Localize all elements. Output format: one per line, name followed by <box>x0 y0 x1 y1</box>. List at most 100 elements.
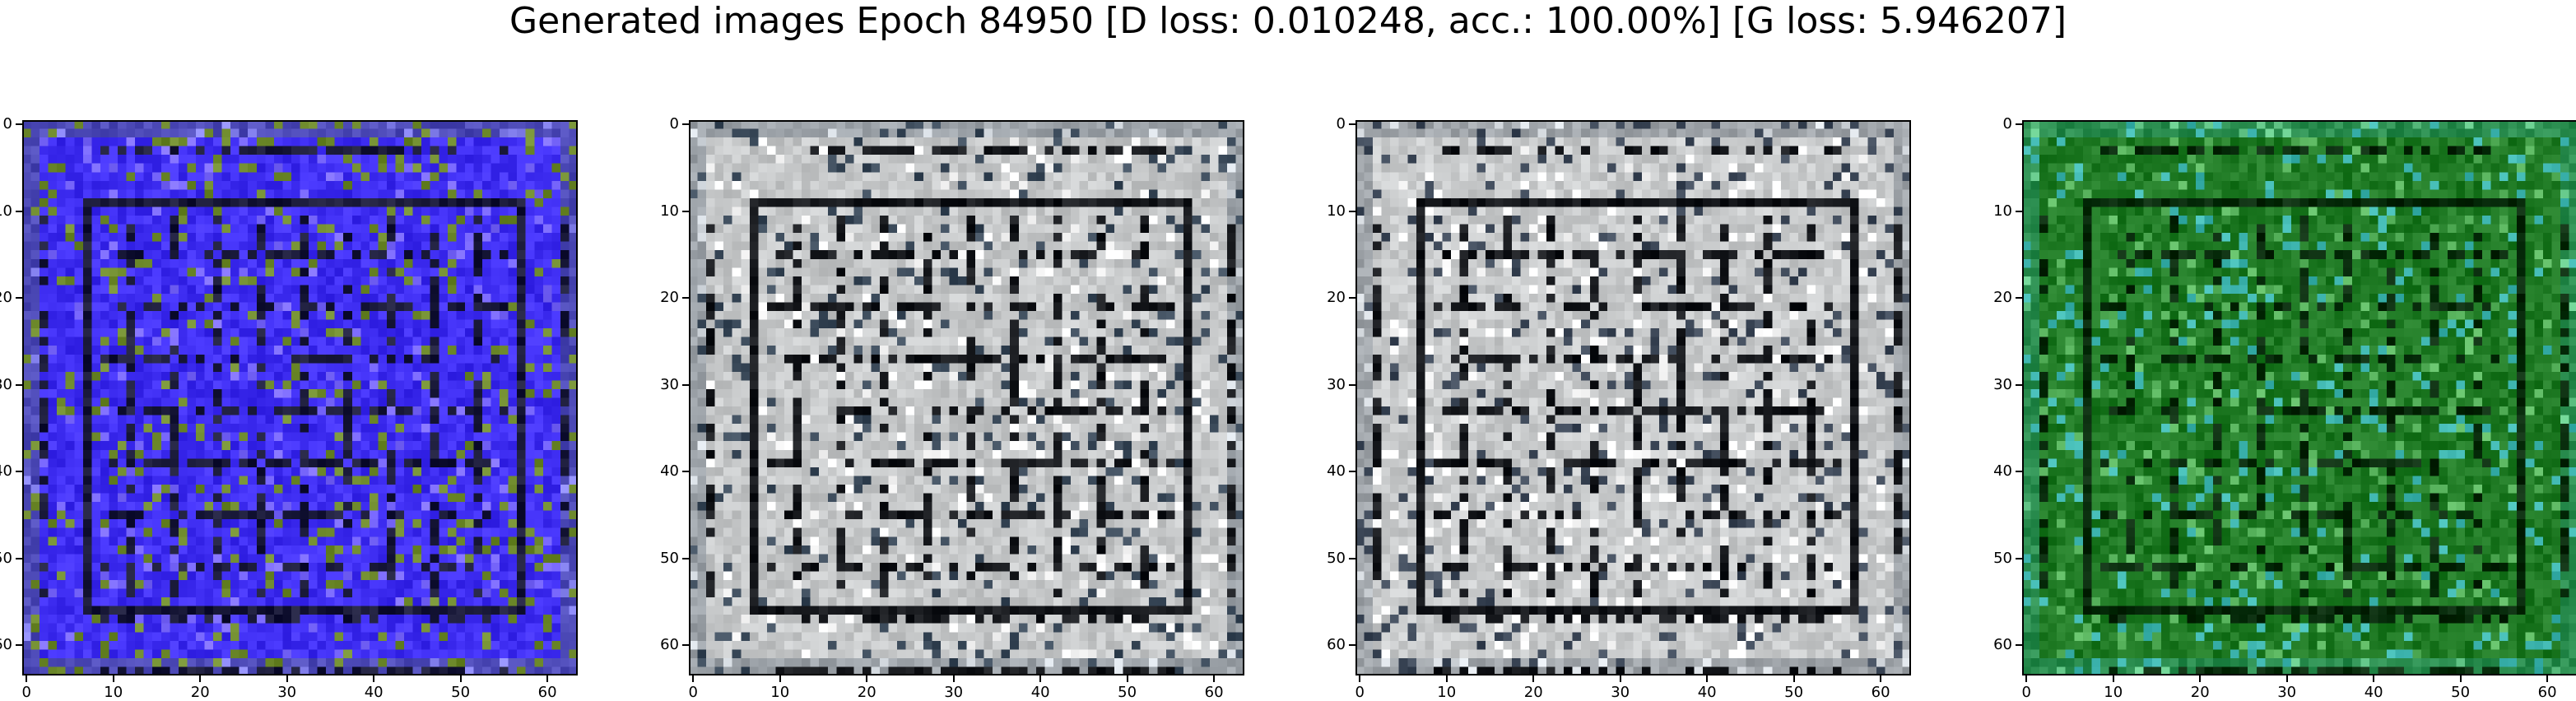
x-tick-label: 50 <box>1118 684 1137 701</box>
x-tick-label: 60 <box>1871 684 1890 701</box>
generated-image-4-pixels <box>2022 120 2576 675</box>
y-tick-label: 20 <box>0 289 12 307</box>
x-tick-label: 30 <box>2277 684 2297 701</box>
x-tick-mark <box>1039 675 1042 682</box>
x-tick-label: 10 <box>2104 684 2123 701</box>
x-tick-label: 40 <box>1697 684 1717 701</box>
x-tick-label: 60 <box>2537 684 2557 701</box>
generated-image-2: 0 0 10 10 20 20 30 30 40 40 50 50 60 60 <box>660 117 1244 700</box>
x-tick-label: 20 <box>857 684 876 701</box>
y-tick-mark <box>16 210 22 212</box>
y-tick-label: 0 <box>669 115 679 133</box>
x-tick-label: 20 <box>190 684 210 701</box>
x-tick-label: 0 <box>2021 684 2031 701</box>
y-tick-label: 60 <box>660 636 679 654</box>
x-tick-mark <box>26 675 28 682</box>
figure-title: Generated images Epoch 84950 [D loss: 0.… <box>509 0 2067 42</box>
y-tick-mark <box>16 297 22 299</box>
y-tick-label: 50 <box>1993 549 2012 567</box>
y-tick-label: 0 <box>2 115 12 133</box>
x-tick-label: 60 <box>537 684 557 701</box>
y-tick-mark <box>16 471 22 473</box>
y-tick-mark <box>1349 123 1355 126</box>
x-tick-mark <box>2285 675 2288 682</box>
x-tick-label: 0 <box>21 684 31 701</box>
y-tick-label: 10 <box>0 202 12 220</box>
x-tick-mark <box>373 675 375 682</box>
x-tick-mark <box>2546 675 2549 682</box>
y-tick-label: 60 <box>0 636 12 654</box>
x-tick-label: 30 <box>1611 684 1630 701</box>
x-tick-mark <box>199 675 202 682</box>
x-tick-mark <box>1359 675 1361 682</box>
x-tick-mark <box>1445 675 1448 682</box>
y-tick-mark <box>682 471 689 473</box>
y-tick-mark <box>682 557 689 559</box>
y-tick-label: 40 <box>1327 462 1346 480</box>
generated-image-2-pixels <box>689 120 1244 675</box>
y-tick-mark <box>2016 557 2022 559</box>
generated-image-3-pixels <box>1355 120 1911 675</box>
y-tick-mark <box>682 383 689 386</box>
y-tick-mark <box>1349 644 1355 647</box>
y-tick-label: 40 <box>0 462 12 480</box>
y-tick-mark <box>1349 210 1355 212</box>
x-tick-mark <box>1793 675 1795 682</box>
y-tick-mark <box>2016 210 2022 212</box>
y-tick-label: 30 <box>660 375 679 393</box>
y-tick-label: 20 <box>1327 289 1346 307</box>
y-tick-label: 30 <box>1993 375 2012 393</box>
y-tick-mark <box>2016 471 2022 473</box>
y-tick-label: 60 <box>1327 636 1346 654</box>
x-tick-mark <box>692 675 695 682</box>
x-tick-mark <box>1880 675 1882 682</box>
y-tick-mark <box>1349 297 1355 299</box>
x-tick-mark <box>2373 675 2375 682</box>
y-tick-mark <box>16 644 22 647</box>
x-tick-label: 10 <box>770 684 790 701</box>
y-tick-label: 0 <box>1336 115 1346 133</box>
y-tick-label: 40 <box>660 462 679 480</box>
x-tick-label: 0 <box>1355 684 1365 701</box>
x-tick-label: 10 <box>1437 684 1457 701</box>
y-tick-label: 50 <box>660 549 679 567</box>
x-tick-mark <box>779 675 781 682</box>
y-tick-label: 30 <box>0 375 12 393</box>
x-tick-mark <box>2459 675 2462 682</box>
y-tick-label: 50 <box>1327 549 1346 567</box>
y-tick-label: 50 <box>0 549 12 567</box>
x-tick-mark <box>2025 675 2028 682</box>
x-tick-label: 50 <box>2451 684 2471 701</box>
y-tick-mark <box>2016 123 2022 126</box>
x-tick-label: 20 <box>1523 684 1543 701</box>
y-tick-mark <box>1349 383 1355 386</box>
y-tick-label: 0 <box>2002 115 2012 133</box>
y-tick-mark <box>682 644 689 647</box>
x-tick-mark <box>1706 675 1709 682</box>
x-tick-label: 10 <box>104 684 123 701</box>
y-tick-mark <box>16 557 22 559</box>
y-tick-label: 20 <box>660 289 679 307</box>
y-tick-mark <box>1349 471 1355 473</box>
y-tick-label: 10 <box>660 202 679 220</box>
x-tick-label: 40 <box>2364 684 2383 701</box>
y-tick-mark <box>2016 644 2022 647</box>
x-tick-mark <box>459 675 462 682</box>
x-tick-label: 40 <box>1030 684 1050 701</box>
y-tick-label: 40 <box>1993 462 2012 480</box>
y-tick-mark <box>2016 383 2022 386</box>
x-tick-mark <box>2199 675 2202 682</box>
y-tick-label: 20 <box>1993 289 2012 307</box>
y-tick-label: 60 <box>1993 636 2012 654</box>
y-tick-label: 10 <box>1327 202 1346 220</box>
x-tick-mark <box>1532 675 1535 682</box>
x-tick-mark <box>1619 675 1621 682</box>
x-tick-label: 20 <box>2190 684 2210 701</box>
y-tick-label: 10 <box>1993 202 2012 220</box>
generated-image-4: 0 0 10 10 20 20 30 30 40 40 50 50 60 60 <box>1993 117 2576 700</box>
x-tick-label: 0 <box>688 684 698 701</box>
y-tick-mark <box>1349 557 1355 559</box>
x-tick-label: 50 <box>1784 684 1804 701</box>
x-tick-label: 30 <box>944 684 964 701</box>
generated-image-3: 0 0 10 10 20 20 30 30 40 40 50 50 60 60 <box>1327 117 1911 700</box>
